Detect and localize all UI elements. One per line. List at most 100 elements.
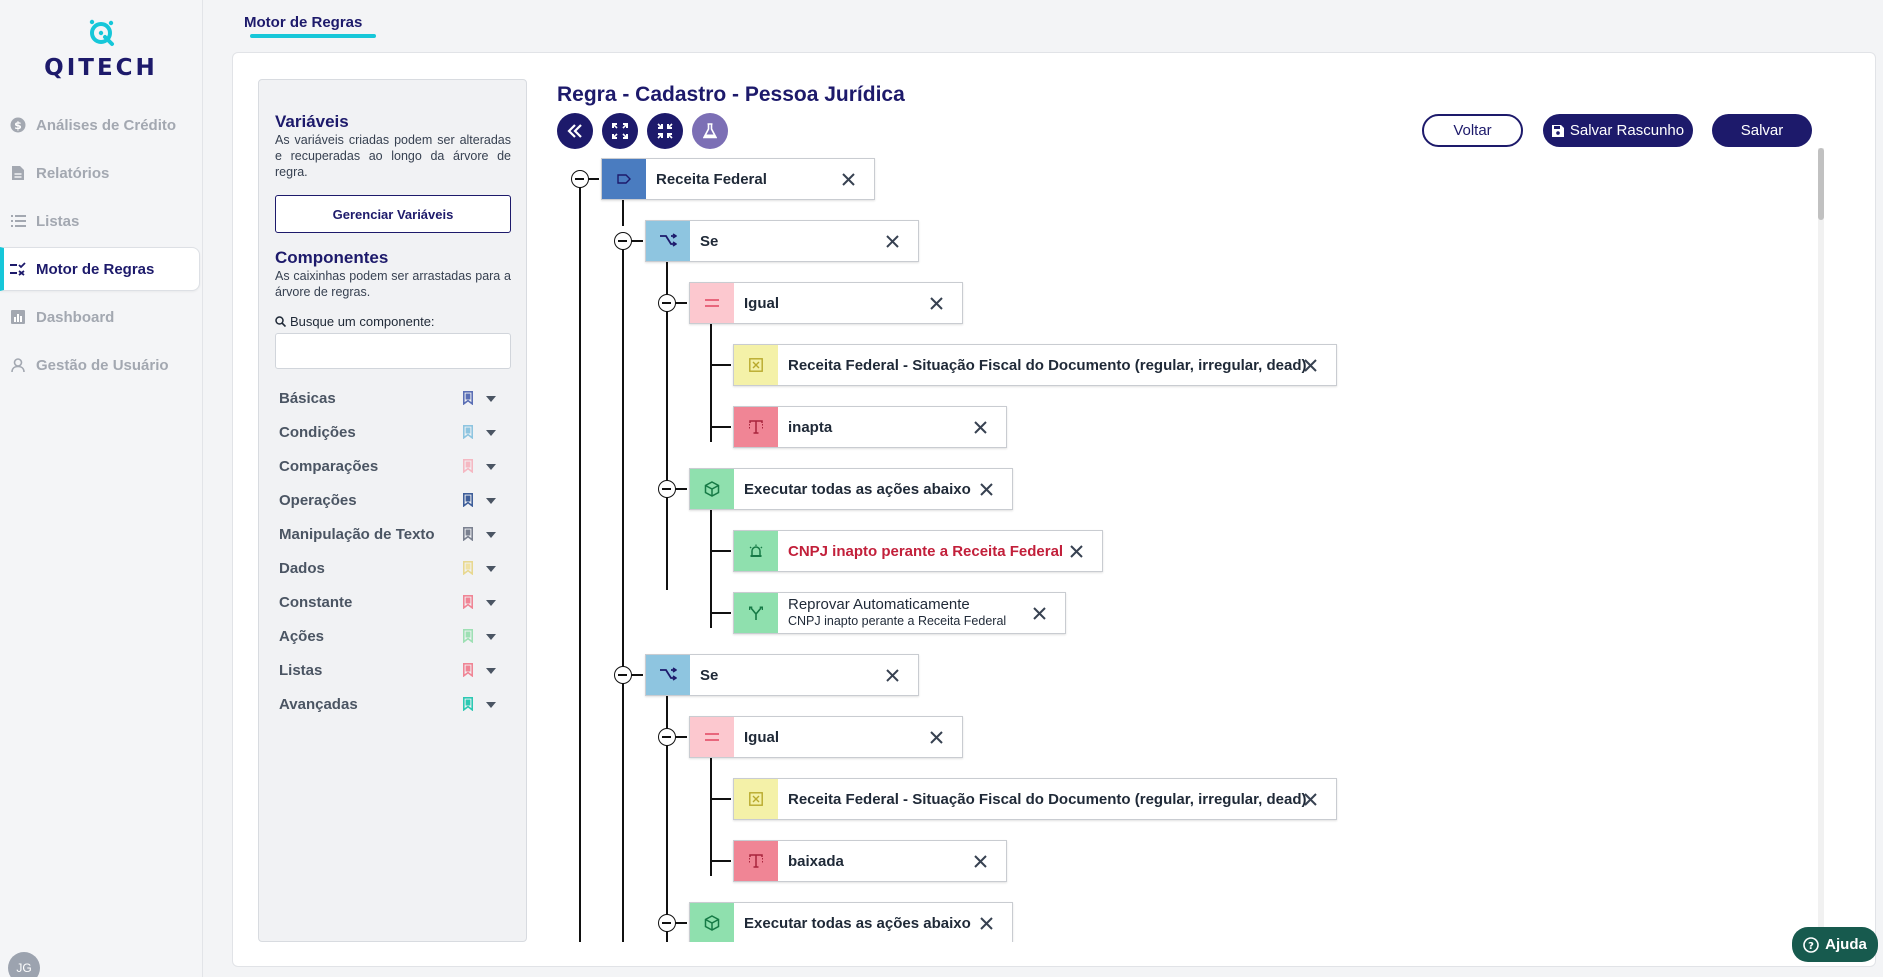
collapse-toggle[interactable] [658, 294, 676, 312]
tree-connector [622, 674, 643, 676]
rule-node-variable[interactable]: Receita Federal - Situação Fiscal do Doc… [733, 778, 1337, 820]
chevron-down-icon[interactable] [486, 532, 496, 538]
category-manipulacao-de-texto[interactable]: Manipulação de Texto [279, 517, 509, 551]
close-icon[interactable] [973, 854, 988, 869]
search-icon [275, 316, 286, 327]
components-section: Componentes As caixinhas podem ser arras… [275, 248, 511, 300]
close-icon[interactable] [1069, 544, 1084, 559]
rule-node-equal[interactable]: Igual [689, 716, 963, 758]
search-label: Busque um componente: [275, 314, 435, 329]
rule-node-equal[interactable]: Igual [689, 282, 963, 324]
tree-scrollbar[interactable] [1818, 148, 1824, 942]
chevron-down-icon[interactable] [486, 566, 496, 572]
chevron-down-icon[interactable] [486, 702, 496, 708]
variables-title: Variáveis [275, 112, 349, 131]
collapse-toggle[interactable] [658, 728, 676, 746]
variables-description: As variáveis criadas podem ser alteradas… [275, 133, 511, 179]
category-comparacoes[interactable]: Comparações [279, 449, 509, 483]
tab-motor-de-regras[interactable]: Motor de Regras [244, 14, 363, 31]
tree-connector [666, 302, 687, 304]
close-icon[interactable] [885, 668, 900, 683]
avatar[interactable]: JG [8, 952, 40, 977]
chevron-down-icon[interactable] [486, 430, 496, 436]
sidebar-item-relatorios[interactable]: Relatórios [0, 151, 203, 195]
collapse-toggle[interactable] [614, 666, 632, 684]
collapse-toggle[interactable] [658, 480, 676, 498]
category-condicoes[interactable]: Condições [279, 415, 509, 449]
chevron-down-icon[interactable] [486, 668, 496, 674]
scrollbar-thumb[interactable] [1818, 148, 1824, 220]
close-icon[interactable] [1303, 358, 1318, 373]
rule-node-if[interactable]: Se [645, 220, 919, 262]
chevron-down-icon[interactable] [486, 396, 496, 402]
collapse-toggle[interactable] [658, 914, 676, 932]
rule-node-execute-all[interactable]: Executar todas as ações abaixo [689, 468, 1013, 510]
sidebar-item-motor-de-regras[interactable]: Motor de Regras [0, 247, 200, 291]
test-rule-button[interactable] [692, 113, 728, 149]
collapse-all-button[interactable] [647, 113, 683, 149]
help-button[interactable]: ? Ajuda [1792, 927, 1878, 962]
floppy-disk-icon [1551, 124, 1564, 137]
rule-title: Regra - Cadastro - Pessoa Jurídica [557, 83, 905, 106]
bookmark-icon [463, 391, 473, 405]
close-icon[interactable] [979, 916, 994, 931]
close-icon[interactable] [979, 482, 994, 497]
close-icon[interactable] [1303, 792, 1318, 807]
bookmark-icon [463, 527, 473, 541]
tree-connector [622, 240, 624, 942]
collapse-toggle[interactable] [571, 170, 589, 188]
component-search-input[interactable] [275, 333, 511, 369]
rules-icon [10, 261, 26, 277]
rule-node-variable[interactable]: Receita Federal - Situação Fiscal do Doc… [733, 344, 1337, 386]
tree-connector [622, 198, 624, 226]
close-icon[interactable] [973, 420, 988, 435]
save-button[interactable]: Salvar [1712, 114, 1812, 147]
rule-node-constant[interactable]: inapta [733, 406, 1007, 448]
close-icon[interactable] [1032, 606, 1047, 621]
node-label-group: Reprovar Automaticamente CNPJ inapto per… [778, 596, 1006, 630]
components-description: As caixinhas podem ser arrastadas para a… [275, 269, 511, 299]
close-icon[interactable] [929, 730, 944, 745]
node-label: Se [700, 232, 719, 250]
rule-node-if[interactable]: Se [645, 654, 919, 696]
rule-node-reject[interactable]: Reprovar Automaticamente CNPJ inapto per… [733, 592, 1066, 634]
rule-node-alert[interactable]: CNPJ inapto perante a Receita Federal [733, 530, 1103, 572]
chevron-down-icon[interactable] [486, 498, 496, 504]
rule-node-execute-all[interactable]: Executar todas as ações abaixo [689, 902, 1013, 942]
close-icon[interactable] [841, 172, 856, 187]
category-acoes[interactable]: Ações [279, 619, 509, 653]
bookmark-icon [463, 561, 473, 575]
variables-section: Variáveis As variáveis criadas podem ser… [275, 112, 511, 180]
branch-icon [646, 655, 690, 695]
close-icon[interactable] [929, 296, 944, 311]
cube-icon [690, 903, 734, 942]
rule-node-root[interactable]: Receita Federal [601, 158, 875, 200]
category-dados[interactable]: Dados [279, 551, 509, 585]
chevron-down-icon[interactable] [486, 464, 496, 470]
rule-node-constant[interactable]: baixada [733, 840, 1007, 882]
sidebar-item-listas[interactable]: Listas [0, 199, 203, 243]
collapse-panel-button[interactable] [557, 113, 593, 149]
collapse-toggle[interactable] [614, 232, 632, 250]
category-label: Avançadas [279, 695, 358, 713]
sidebar-item-analises-de-credito[interactable]: $ Análises de Crédito [0, 103, 203, 147]
sidebar-item-gestao-de-usuario[interactable]: Gestão de Usuário [0, 343, 203, 387]
expand-all-button[interactable] [602, 113, 638, 149]
category-basicas[interactable]: Básicas [279, 381, 509, 415]
category-listas[interactable]: Listas [279, 653, 509, 687]
category-constante[interactable]: Constante [279, 585, 509, 619]
save-draft-button[interactable]: Salvar Rascunho [1543, 114, 1693, 147]
logo[interactable]: QITECH [42, 16, 160, 81]
sidebar-item-dashboard[interactable]: Dashboard [0, 295, 203, 339]
close-icon[interactable] [885, 234, 900, 249]
category-avancadas[interactable]: Avançadas [279, 687, 509, 721]
manage-variables-button[interactable]: Gerenciar Variáveis [275, 195, 511, 233]
bookmark-icon [463, 629, 473, 643]
tree-connector [710, 364, 731, 366]
back-button[interactable]: Voltar [1422, 114, 1523, 147]
chevron-down-icon[interactable] [486, 634, 496, 640]
category-operacoes[interactable]: Operações [279, 483, 509, 517]
category-label: Condições [279, 423, 356, 441]
sidebar-item-label: Gestão de Usuário [36, 356, 169, 374]
chevron-down-icon[interactable] [486, 600, 496, 606]
